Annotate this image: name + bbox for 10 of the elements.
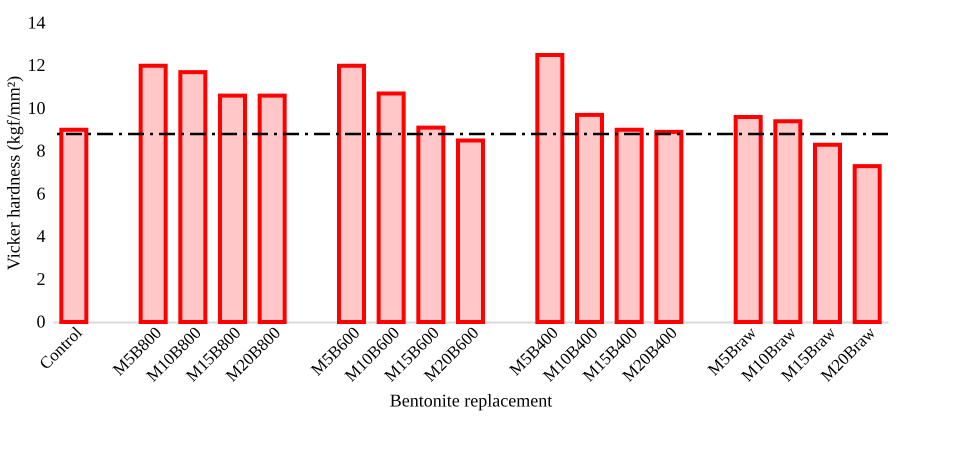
y-tick-label: 12 (28, 55, 46, 76)
y-tick-label: 6 (36, 183, 46, 204)
y-axis-title: Vicker hardness (kgf/mm²) (4, 76, 24, 270)
x-axis-title: Bentonite replacement (390, 390, 552, 411)
y-tick-label: 2 (36, 268, 46, 289)
y-tick-label: 4 (36, 226, 46, 246)
y-tick-label: 8 (36, 140, 46, 161)
y-tick-label: 0 (36, 312, 46, 332)
y-tick-label: 14 (28, 12, 46, 32)
y-tick-label: 10 (28, 98, 46, 118)
